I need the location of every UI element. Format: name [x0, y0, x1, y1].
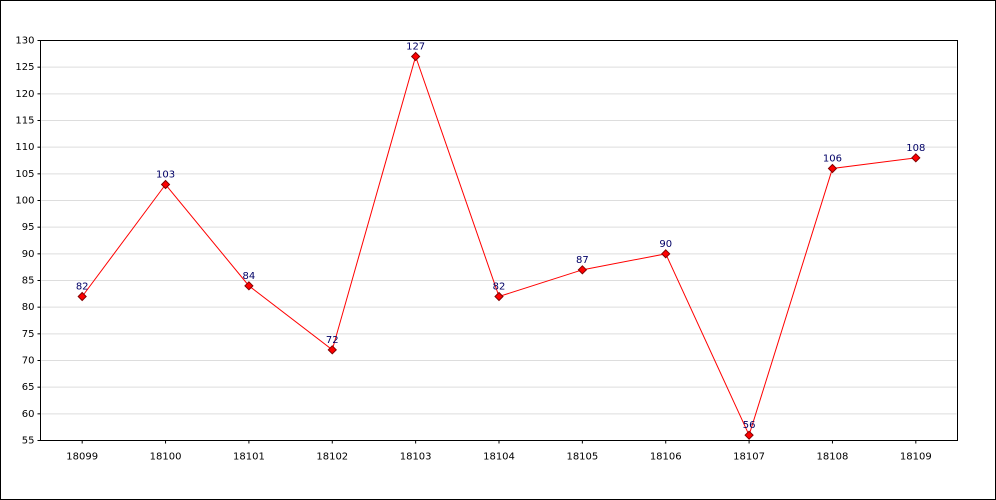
data-label: 84	[243, 271, 256, 282]
x-tick-label: 18108	[817, 452, 849, 463]
data-point	[410, 51, 421, 62]
y-tick-label: 85	[22, 276, 35, 287]
data-point	[244, 281, 254, 291]
y-tick-label: 105	[15, 169, 34, 180]
x-tick-label: 18104	[483, 452, 515, 463]
x-tick-label: 18103	[400, 452, 432, 463]
y-tick-label: 95	[22, 222, 35, 233]
data-point	[327, 345, 337, 355]
y-tick-label: 125	[15, 62, 34, 73]
data-label: 87	[576, 255, 589, 266]
x-tick-label: 18105	[566, 452, 598, 463]
data-label: 72	[326, 335, 339, 346]
x-tick-label: 18100	[150, 452, 182, 463]
x-tick-label: 18106	[650, 452, 682, 463]
x-tick-label: 18102	[316, 452, 348, 463]
data-point	[494, 291, 504, 302]
data-point	[661, 249, 671, 259]
data-label: 108	[906, 143, 925, 154]
data-label: 82	[76, 282, 89, 293]
data-point	[77, 291, 87, 302]
y-tick-label: 75	[22, 329, 35, 340]
y-tick-label: 120	[15, 89, 34, 100]
y-tick-label: 70	[22, 356, 35, 367]
y-tick-label: 100	[15, 196, 34, 207]
data-point	[744, 430, 754, 440]
x-tick-label: 18101	[233, 452, 265, 463]
data-point	[911, 153, 921, 163]
data-label: 90	[659, 239, 672, 250]
y-tick-label: 60	[22, 409, 35, 420]
data-label: 103	[156, 170, 175, 181]
data-point	[827, 163, 838, 174]
data-label: 106	[823, 154, 842, 165]
x-tick-label: 18109	[900, 452, 932, 463]
data-label: 82	[493, 282, 506, 293]
x-tick-label: 18107	[733, 452, 765, 463]
data-label: 127	[406, 42, 425, 53]
grid	[41, 40, 957, 441]
x-tick-label: 18099	[66, 452, 98, 463]
data-point	[577, 265, 588, 275]
y-tick-label: 115	[15, 116, 34, 127]
y-tick-label: 130	[15, 36, 34, 47]
data-label: 56	[743, 420, 756, 431]
y-tick-label: 90	[22, 249, 35, 260]
y-tick-label: 80	[22, 302, 35, 313]
data-point	[160, 179, 171, 190]
y-tick-label: 110	[15, 142, 34, 153]
y-tick-label: 55	[22, 436, 35, 447]
y-tick-label: 65	[22, 382, 35, 393]
